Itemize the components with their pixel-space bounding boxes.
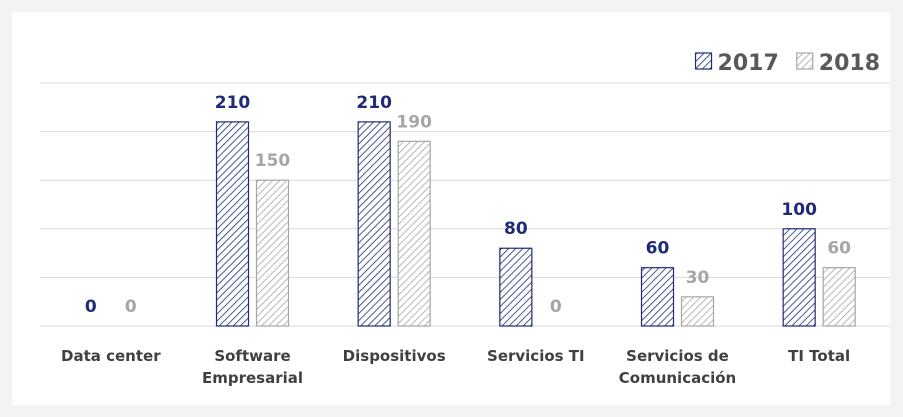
- legend-label: 2017: [718, 51, 779, 76]
- data-label: 80: [504, 219, 528, 239]
- plot-background: [12, 12, 890, 405]
- data-label: 0: [550, 297, 562, 317]
- x-tick-label: Dispositivos: [342, 347, 446, 365]
- x-tick-label: TI Total: [788, 347, 851, 365]
- legend-label: 2018: [819, 51, 880, 76]
- x-tick-label: Data center: [61, 347, 161, 365]
- data-label: 210: [356, 93, 392, 113]
- bar: [782, 228, 816, 327]
- bar: [397, 140, 431, 327]
- data-label: 150: [255, 151, 291, 171]
- data-label: 190: [396, 112, 432, 132]
- data-label: 210: [215, 93, 251, 113]
- bar: [255, 179, 290, 327]
- legend-swatch: [796, 52, 814, 70]
- bar: [822, 267, 856, 327]
- data-label: 30: [686, 268, 710, 288]
- data-label: 60: [646, 239, 670, 259]
- bar: [499, 247, 533, 327]
- x-tick-label: Servicios TI: [487, 347, 585, 365]
- legend-swatch: [694, 52, 713, 70]
- data-label: 60: [827, 239, 851, 259]
- bar: [357, 121, 391, 327]
- x-tick-label: Servicios de Comunicación: [618, 347, 737, 387]
- bar: [640, 267, 675, 327]
- bar: [215, 121, 250, 327]
- data-label: 0: [125, 297, 137, 317]
- bar: [680, 296, 715, 327]
- x-tick-label: Software Empresarial: [201, 347, 304, 387]
- data-label: 0: [85, 297, 97, 317]
- data-label: 100: [781, 200, 817, 220]
